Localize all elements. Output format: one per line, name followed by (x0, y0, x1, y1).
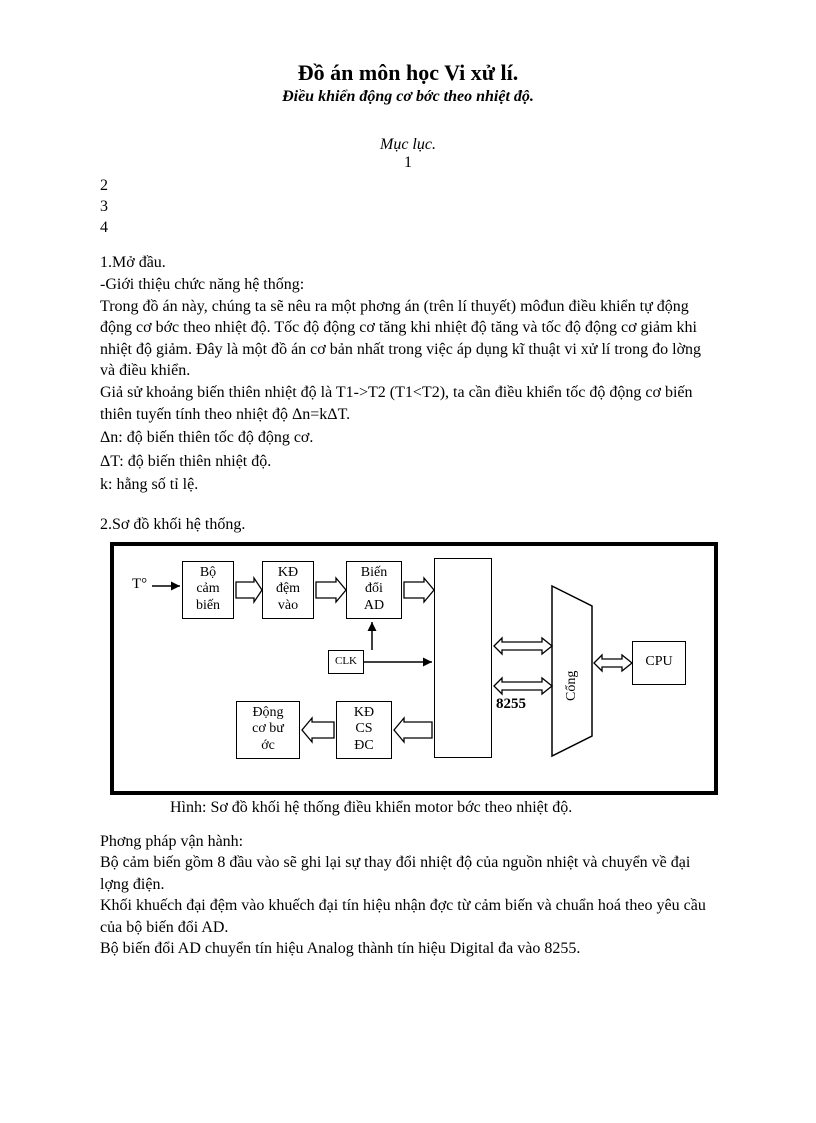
node-label: CLK (335, 655, 357, 668)
definition: k: hằng số tỉ lệ. (100, 474, 716, 496)
section-head: Phơng pháp vận hành: (100, 831, 716, 853)
node-label: CPU (645, 654, 672, 670)
section-2-head: 2.Sơ đồ khối hệ thống. (100, 514, 716, 536)
input-temperature-label: T° (132, 576, 147, 593)
paragraph: Bộ cảm biến gồm 8 đầu vào sẽ ghi lại sự … (100, 852, 716, 895)
node-cpu: CPU (632, 641, 686, 685)
node-label: Biến đổi AD (361, 565, 387, 613)
node-adc: Biến đổi AD (346, 561, 402, 619)
page-subtitle: Điều khiển động cơ bớc theo nhiệt độ. (100, 88, 716, 106)
label-port: Cổng (564, 670, 580, 700)
block-diagram: T° Bộ cảm biến KĐ đệm vào Biến đổi AD CL… (110, 542, 718, 795)
diagram-caption: Hình: Sơ đồ khối hệ thống điều khiển mot… (170, 799, 716, 817)
node-label: KĐ CS ĐC (354, 705, 374, 753)
paragraph: Trong đồ án này, chúng ta sẽ nêu ra một … (100, 296, 716, 382)
node-8255 (434, 558, 492, 758)
node-label: KĐ đệm vào (276, 565, 300, 613)
page: Đồ án môn học Vi xử lí. Điều khiển động … (0, 0, 816, 1123)
toc-list: 2 3 4 (100, 176, 716, 238)
toc-item: 2 (100, 176, 716, 197)
section-3: Phơng pháp vận hành: Bộ cảm biến gồm 8 đ… (100, 831, 716, 961)
node-label: Động cơ bư ớc (252, 705, 284, 753)
node-clk: CLK (328, 650, 364, 674)
definition: Δn: độ biến thiên tốc độ động cơ. (100, 427, 716, 449)
section-1: 1.Mở đầu. -Giới thiệu chức năng hệ thống… (100, 252, 716, 496)
paragraph: Bộ biến đổi AD chuyển tín hiệu Analog th… (100, 938, 716, 960)
node-buffer-in: KĐ đệm vào (262, 561, 314, 619)
toc-item: 3 (100, 197, 716, 218)
node-sensor: Bộ cảm biến (182, 561, 234, 619)
section-head: 1.Mở đầu. (100, 252, 716, 274)
page-title: Đồ án môn học Vi xử lí. (100, 60, 716, 86)
toc-page-number: 1 (100, 154, 716, 172)
node-stepper-motor: Động cơ bư ớc (236, 701, 300, 759)
label-8255: 8255 (496, 696, 526, 713)
node-driver: KĐ CS ĐC (336, 701, 392, 759)
paragraph: Giả sử khoảng biến thiên nhiệt độ là T1-… (100, 382, 716, 425)
intro-line: -Giới thiệu chức năng hệ thống: (100, 274, 716, 296)
toc-item: 4 (100, 218, 716, 239)
node-label: Bộ cảm biến (196, 565, 220, 613)
paragraph: Khối khuếch đại đệm vào khuếch đại tín h… (100, 895, 716, 938)
toc-header: Mục lục. (100, 136, 716, 154)
definition: ΔT: độ biến thiên nhiệt độ. (100, 451, 716, 473)
